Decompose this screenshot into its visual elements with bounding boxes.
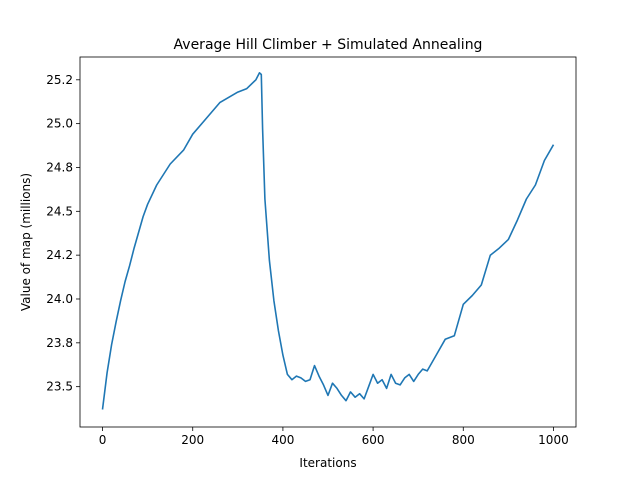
x-tick-label: 1000 xyxy=(538,433,569,447)
y-tick-label: 25.2 xyxy=(46,73,73,87)
data-line xyxy=(101,72,555,410)
y-tick-label: 25.0 xyxy=(46,117,73,131)
x-tick-label: 400 xyxy=(271,433,294,447)
x-tick-label: 800 xyxy=(452,433,475,447)
x-tick-label: 0 xyxy=(99,433,107,447)
y-tick-label: 23.5 xyxy=(46,380,73,394)
x-axis-label: Iterations xyxy=(299,456,356,470)
plot-frame xyxy=(79,56,577,428)
y-tick-label: 24.8 xyxy=(46,160,73,174)
y-tick-label: 24.5 xyxy=(46,204,73,218)
y-tick-label: 24.2 xyxy=(46,248,73,262)
y-tick-label: 23.8 xyxy=(46,336,73,350)
y-tick-label: 24.0 xyxy=(46,292,73,306)
chart-title: Average Hill Climber + Simulated Anneali… xyxy=(174,37,483,53)
y-axis-label: Value of map (millions) xyxy=(19,173,33,311)
x-tick-label: 200 xyxy=(181,433,204,447)
x-tick-label: 600 xyxy=(362,433,385,447)
